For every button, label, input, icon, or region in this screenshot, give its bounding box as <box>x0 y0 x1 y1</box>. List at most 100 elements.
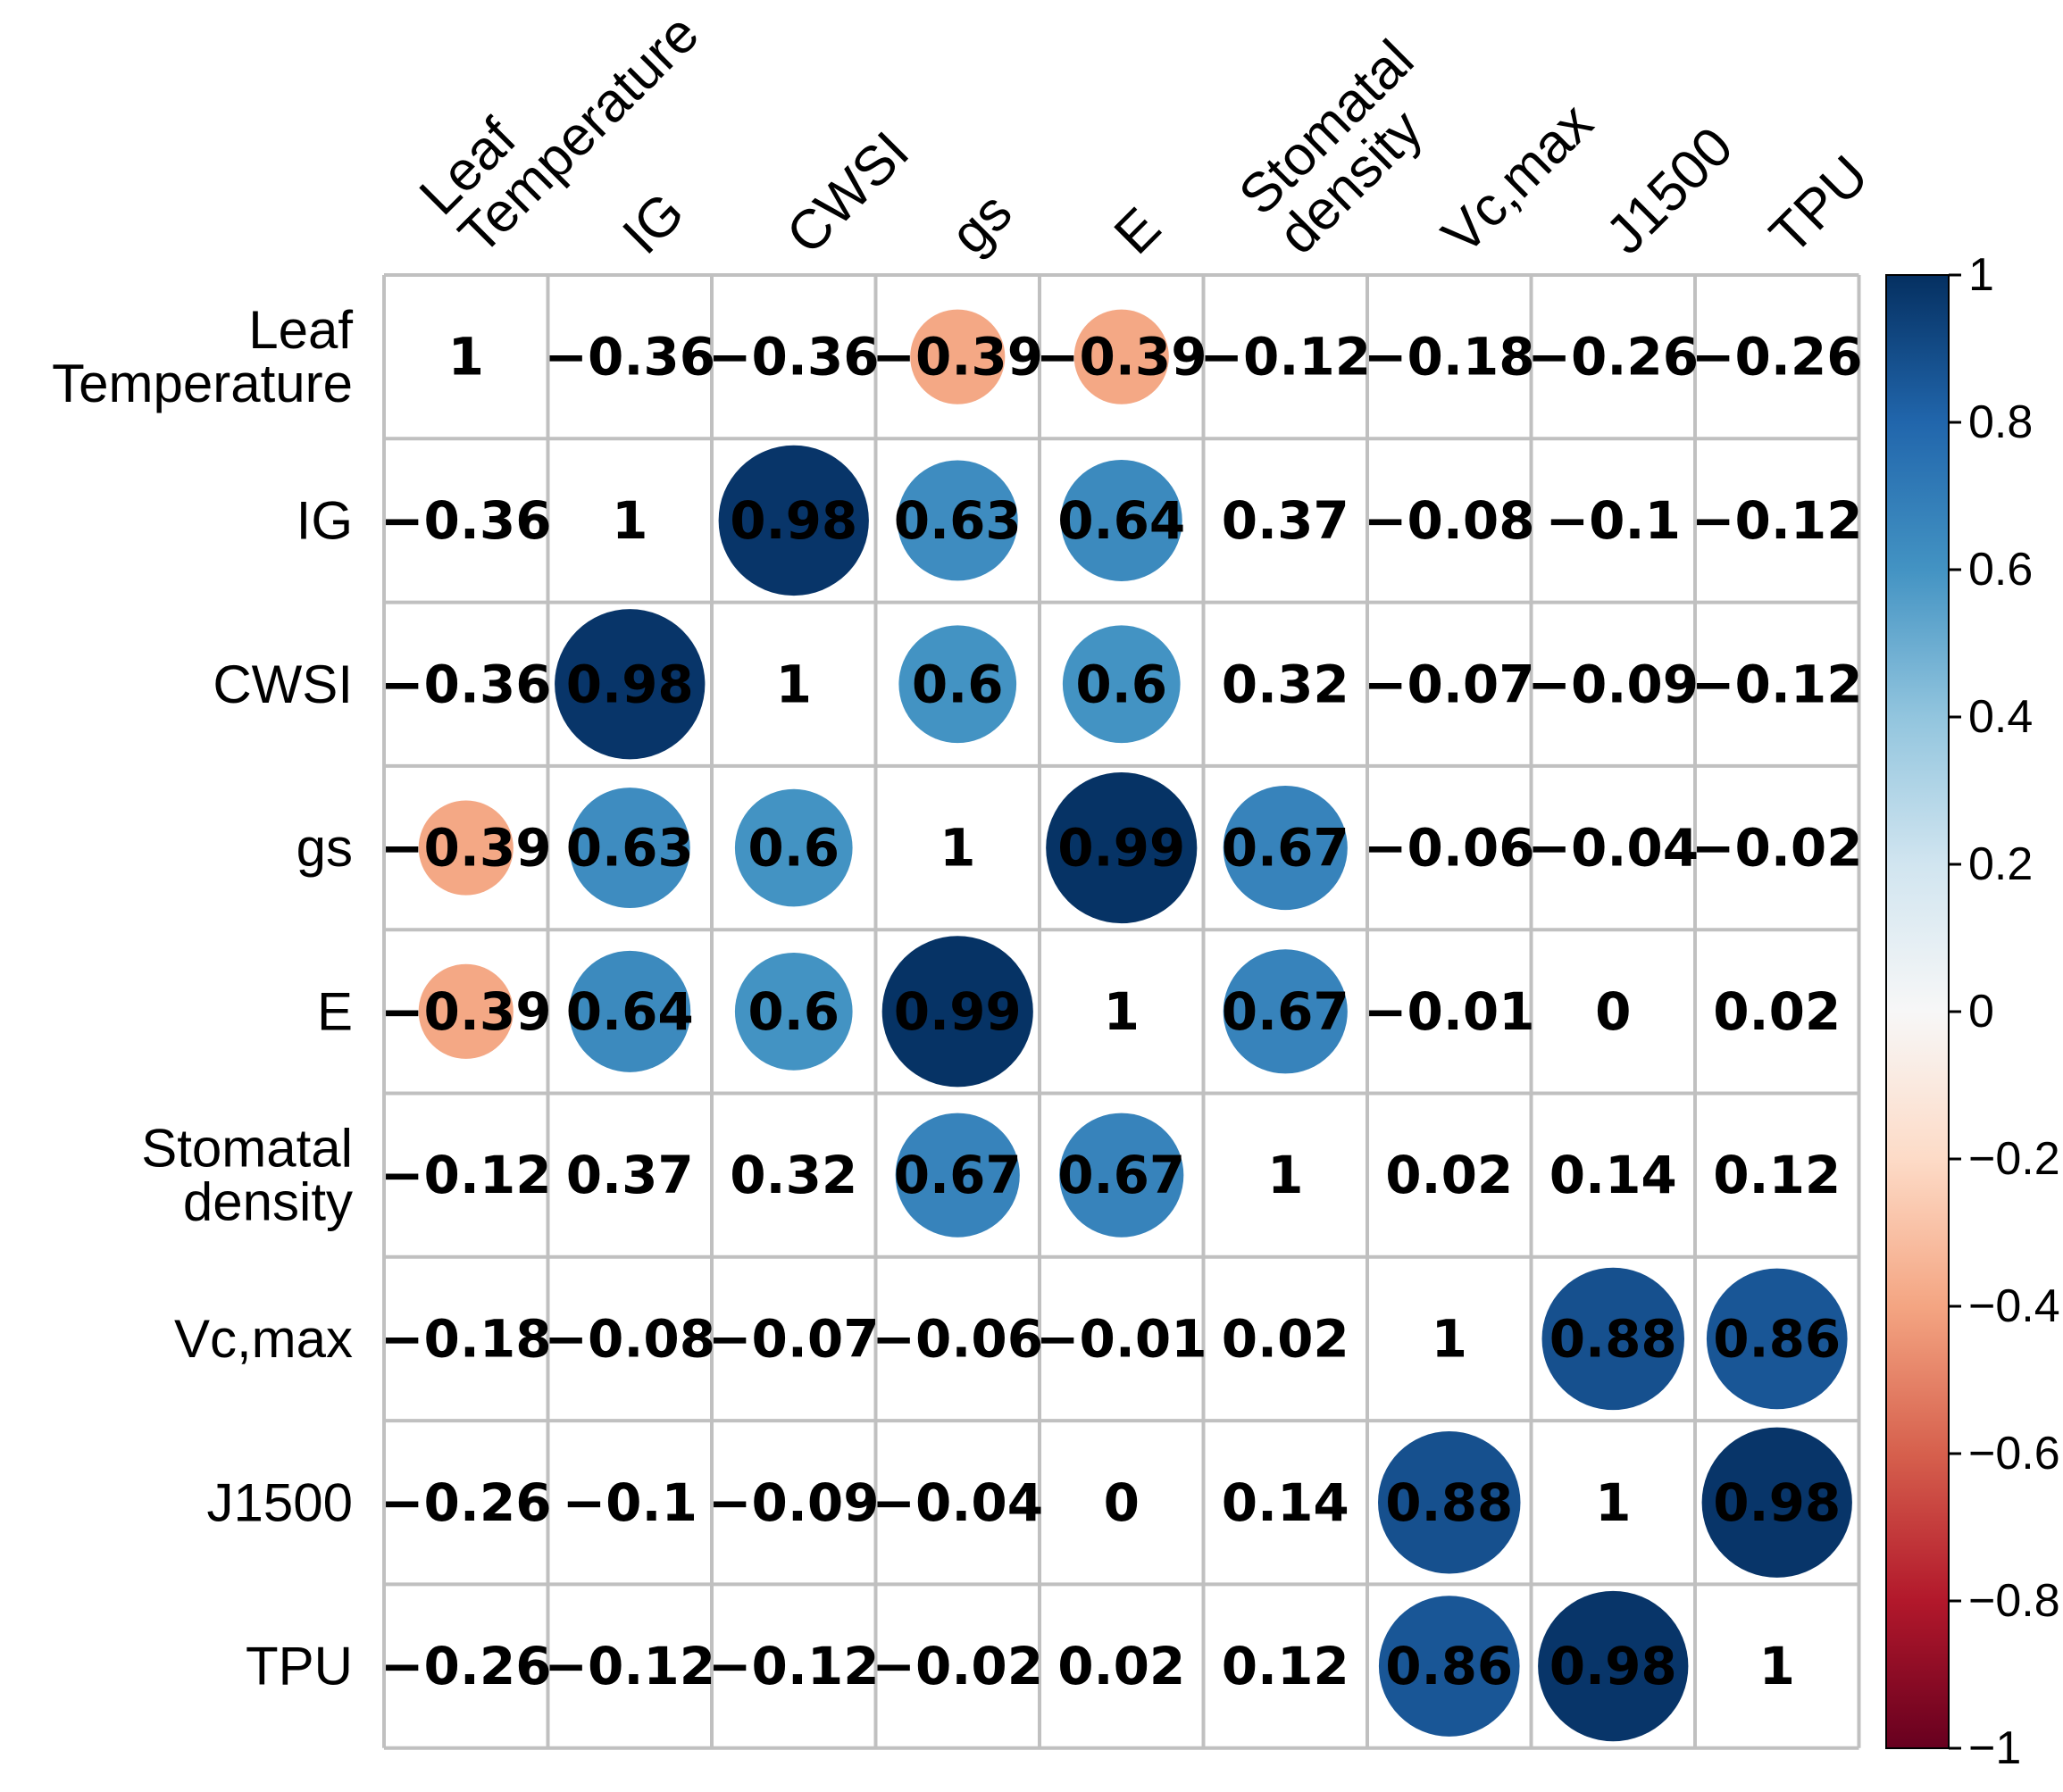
corr-circle-gs-stomatal-density <box>1223 785 1348 911</box>
corr-value-vc-max-j1500: 0.88 <box>1549 1308 1677 1369</box>
corr-value-cwsi-leaf-temperature: −0.36 <box>380 654 552 714</box>
corr-circle-gs-ig <box>569 788 690 909</box>
corr-value-e-stomatal-density: 0.67 <box>1222 981 1349 1042</box>
row-label-j1500: J1500 <box>207 1472 353 1532</box>
corr-value-leaf-temperature-j1500: −0.26 <box>1527 327 1699 388</box>
corr-circle-j1500-vc-max <box>1378 1431 1521 1574</box>
corr-value-gs-leaf-temperature: −0.39 <box>380 818 552 879</box>
corr-value-leaf-temperature-e: −0.39 <box>1036 327 1207 388</box>
corr-circle-j1500-tpu <box>1701 1427 1852 1578</box>
corr-circle-gs-cwsi <box>734 788 853 907</box>
corr-value-ig-vc-max: −0.08 <box>1364 490 1535 551</box>
row-label-stomatal-density: Stomatal density <box>141 1119 353 1232</box>
corr-value-gs-cwsi: 0.6 <box>748 818 839 879</box>
corr-value-j1500-e: 0 <box>1104 1472 1140 1533</box>
corr-value-gs-gs: 1 <box>940 818 975 879</box>
corr-value-tpu-vc-max: 0.86 <box>1385 1636 1513 1696</box>
corr-value-j1500-vc-max: 0.88 <box>1385 1472 1513 1533</box>
corr-value-tpu-e: 0.02 <box>1057 1636 1185 1696</box>
corr-value-gs-stomatal-density: 0.67 <box>1222 818 1349 879</box>
corr-value-e-e: 1 <box>1104 981 1140 1042</box>
corr-value-stomatal-density-ig: 0.37 <box>566 1145 694 1205</box>
row-label-ig: IG <box>297 490 353 550</box>
corr-value-j1500-stomatal-density: 0.14 <box>1222 1472 1349 1533</box>
corr-value-tpu-leaf-temperature: −0.26 <box>380 1636 552 1696</box>
corr-value-gs-vc-max: −0.06 <box>1364 818 1535 879</box>
corr-value-e-ig: 0.64 <box>566 981 694 1042</box>
corr-value-leaf-temperature-gs: −0.39 <box>872 327 1043 388</box>
corr-circle-tpu-vc-max <box>1378 1596 1520 1737</box>
corr-value-vc-max-leaf-temperature: −0.18 <box>380 1308 552 1369</box>
corr-value-stomatal-density-tpu: 0.12 <box>1713 1145 1841 1205</box>
col-label-tpu: TPU <box>1758 144 1880 265</box>
corr-value-tpu-cwsi: −0.12 <box>708 1636 880 1696</box>
corr-circle-leaf-temperature-e <box>1073 309 1169 404</box>
colorbar-tick-label: 0.6 <box>1968 544 2033 596</box>
corr-value-stomatal-density-e: 0.67 <box>1057 1145 1185 1205</box>
corr-value-stomatal-density-gs: 0.67 <box>894 1145 1022 1205</box>
corr-value-vc-max-cwsi: −0.07 <box>708 1308 880 1369</box>
corr-value-e-leaf-temperature: −0.39 <box>380 981 552 1042</box>
corr-value-ig-cwsi: 0.98 <box>730 490 857 551</box>
corr-value-vc-max-vc-max: 1 <box>1432 1308 1467 1369</box>
corr-value-ig-j1500: −0.1 <box>1546 490 1681 551</box>
row-label-leaf-temperature: Leaf Temperature <box>52 300 353 413</box>
corr-value-ig-e: 0.64 <box>1057 490 1185 551</box>
corr-value-leaf-temperature-cwsi: −0.36 <box>708 327 880 388</box>
corr-value-stomatal-density-leaf-temperature: −0.12 <box>380 1145 552 1205</box>
corr-value-ig-ig: 1 <box>612 490 647 551</box>
col-label-gs: gs <box>939 181 1023 266</box>
col-label-e: E <box>1103 196 1173 266</box>
row-label-gs: gs <box>297 818 353 878</box>
value-layer: 1 −0.36−0.36−0.39−0.39−0.12−0.18−0.26−0.2… <box>380 327 1863 1696</box>
corr-value-stomatal-density-vc-max: 0.02 <box>1385 1145 1513 1205</box>
corr-circle-cwsi-gs <box>898 625 1017 744</box>
colorbar: 1 0.8 0.6 0.4 0.2 0 −0.2 −0.4 −0.6 −0.8 −1 <box>1885 249 2060 1774</box>
corr-value-leaf-temperature-stomatal-density: −0.12 <box>1199 327 1371 388</box>
corr-value-tpu-stomatal-density: 0.12 <box>1222 1636 1349 1696</box>
colorbar-tick-label: 1 <box>1968 249 1994 301</box>
corr-value-j1500-j1500: 1 <box>1595 1472 1631 1533</box>
corr-value-cwsi-ig: 0.98 <box>566 654 694 714</box>
corr-value-tpu-j1500: 0.98 <box>1549 1636 1677 1696</box>
corr-value-tpu-gs: −0.02 <box>872 1636 1043 1696</box>
row-labels: Leaf Temperature IG CWSI gs E Stomatal density V… <box>52 300 353 1696</box>
corr-value-e-vc-max: −0.01 <box>1364 981 1535 1042</box>
corr-value-stomatal-density-cwsi: 0.32 <box>730 1145 857 1205</box>
colorbar-tick-label: −0.4 <box>1968 1280 2060 1332</box>
corr-value-vc-max-ig: −0.08 <box>544 1308 715 1369</box>
row-label-cwsi: CWSI <box>213 654 353 714</box>
corr-value-stomatal-density-j1500: 0.14 <box>1549 1145 1677 1205</box>
corr-value-cwsi-stomatal-density: 0.32 <box>1222 654 1349 714</box>
corr-circle-vc-max-tpu <box>1706 1268 1848 1410</box>
corr-value-ig-tpu: −0.12 <box>1691 490 1863 551</box>
col-label-vc-max: Vc,max <box>1431 92 1605 266</box>
corr-value-vc-max-gs: −0.06 <box>872 1308 1043 1369</box>
corr-circle-gs-leaf-temperature <box>418 800 514 896</box>
corr-value-tpu-ig: −0.12 <box>544 1636 715 1696</box>
corr-value-ig-leaf-temperature: −0.36 <box>380 490 552 551</box>
corr-value-vc-max-stomatal-density: 0.02 <box>1222 1308 1349 1369</box>
corr-value-vc-max-tpu: 0.86 <box>1713 1308 1841 1369</box>
corr-circle-stomatal-density-e <box>1059 1113 1184 1238</box>
corr-circle-ig-cwsi <box>718 445 869 596</box>
colorbar-tick-label: −0.2 <box>1968 1133 2060 1185</box>
corr-value-gs-ig: 0.63 <box>566 818 694 879</box>
corr-circle-stomatal-density-gs <box>895 1113 1020 1238</box>
corr-circle-e-gs <box>881 936 1033 1088</box>
corr-value-e-tpu: 0.02 <box>1713 981 1841 1042</box>
row-label-tpu: TPU <box>246 1637 353 1696</box>
col-label-j1500: J1500 <box>1594 116 1744 266</box>
corr-value-gs-e: 0.99 <box>1057 818 1185 879</box>
corr-value-stomatal-density-stomatal-density: 1 <box>1267 1145 1303 1205</box>
corr-value-cwsi-j1500: −0.09 <box>1527 654 1699 714</box>
corr-circle-ig-e <box>1060 459 1182 581</box>
corr-value-leaf-temperature-ig: −0.36 <box>544 327 715 388</box>
grid-layer <box>382 273 1861 1750</box>
corr-value-gs-tpu: −0.02 <box>1691 818 1863 879</box>
corr-circle-gs-e <box>1046 771 1198 924</box>
corr-value-j1500-leaf-temperature: −0.26 <box>380 1472 552 1533</box>
corr-circle-leaf-temperature-gs <box>910 309 1006 404</box>
